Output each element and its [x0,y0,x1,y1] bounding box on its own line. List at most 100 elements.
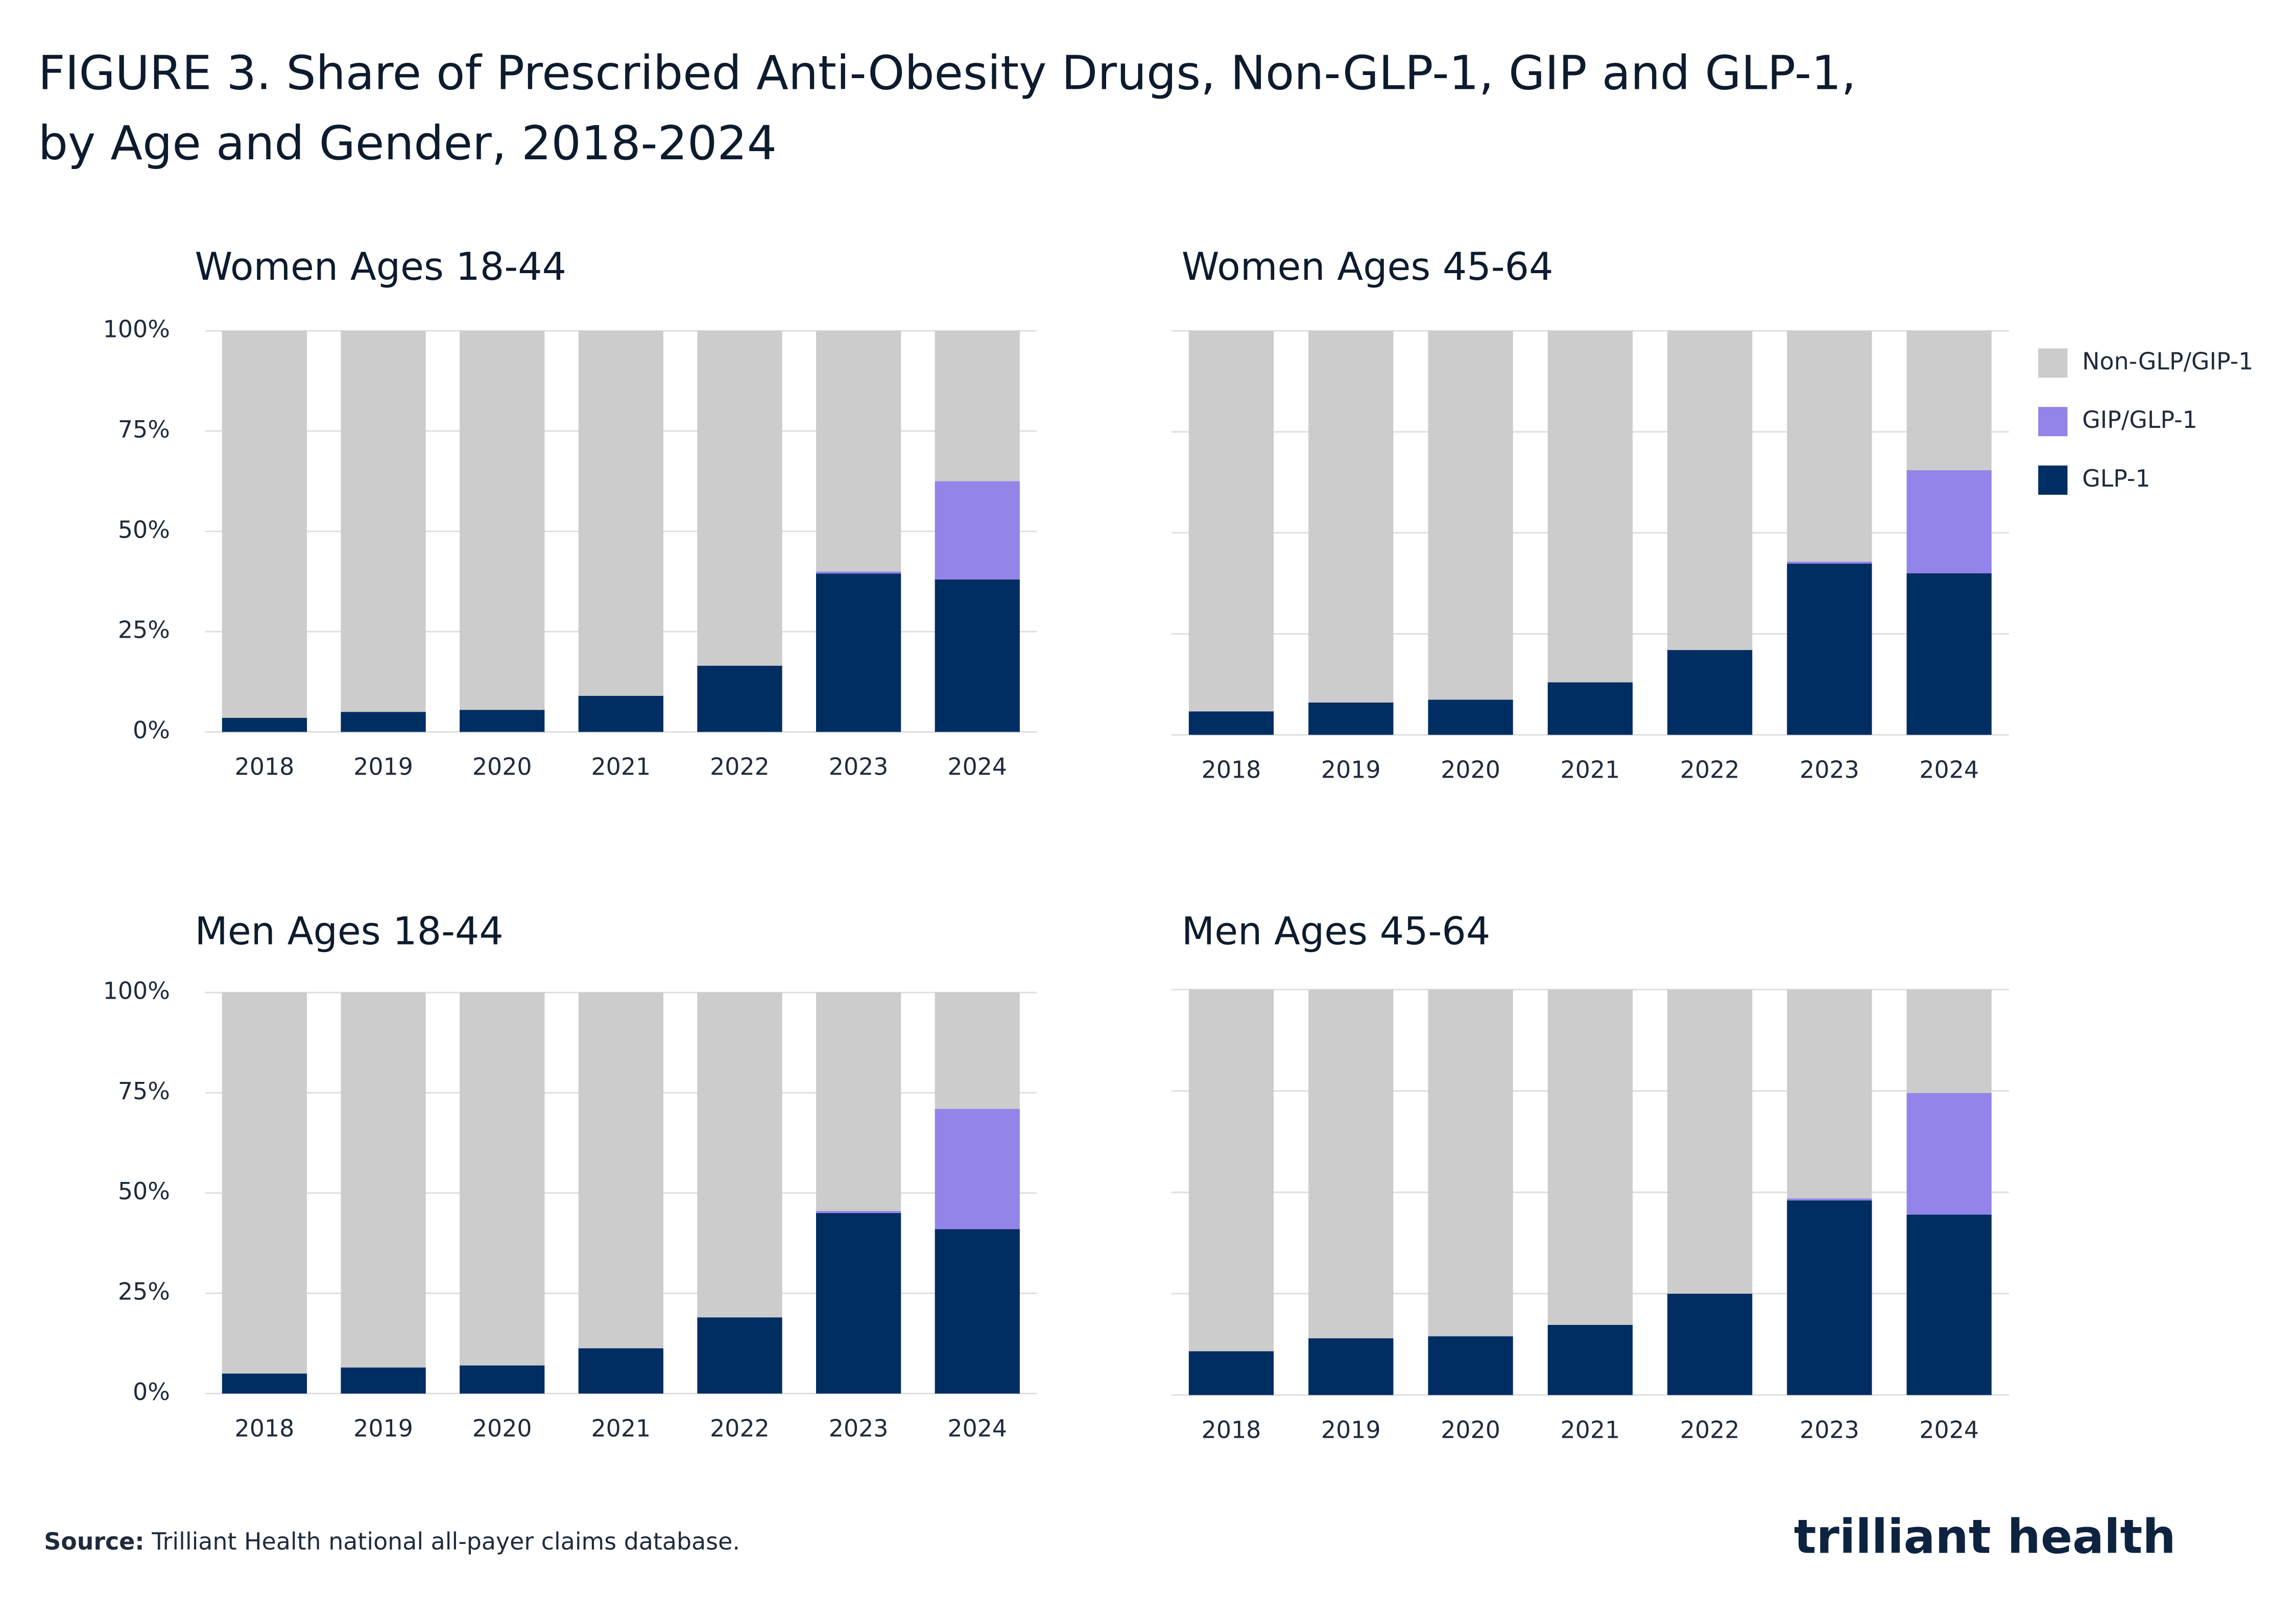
x-tick-label: 2022 [1680,1416,1740,1444]
bar-segment [1906,573,1992,735]
legend-label: GIP/GLP-1 [2082,406,2197,433]
bar-segment [1308,989,1394,1339]
bar-segment [1188,1351,1274,1395]
x-tick-label: 2024 [947,753,1007,781]
bar-segment [816,330,901,572]
figure-title: FIGURE 3. Share of Prescribed Anti-Obesi… [38,45,1856,100]
bar-segment [1787,1198,1872,1201]
x-tick-label: 2019 [353,1415,413,1442]
x-tick-label: 2022 [710,753,770,781]
y-tick-label: 50% [118,516,170,543]
bar-segment [1667,1293,1753,1395]
x-tick-label: 2020 [1441,756,1500,783]
bar-segment [1308,702,1394,735]
bar-segment [460,710,545,732]
source-label: Source: [44,1527,144,1555]
x-tick-label: 2022 [1680,756,1740,783]
x-tick-label: 2020 [1441,1416,1500,1444]
bar-segment [935,330,1020,481]
figure-title: by Age and Gender, 2018-2024 [38,116,777,171]
y-tick-label: 0% [133,1378,170,1406]
legend-label: Non-GLP/GIP-1 [2082,348,2253,375]
bar-segment [1308,330,1394,703]
x-tick-label: 2023 [1800,756,1859,783]
bar-segment [1428,989,1513,1337]
bar-segment [222,992,307,1374]
bar-segment [1667,989,1753,1294]
bar-segment [578,1348,663,1394]
bar-segment [1906,1093,1992,1215]
bar-segment [935,1108,1020,1229]
bar-segment [341,1367,426,1394]
x-tick-label: 2022 [710,1415,770,1442]
bar-segment [935,1229,1020,1394]
x-tick-label: 2024 [947,1415,1007,1442]
bar-segment [935,992,1020,1109]
panel-title: Men Ages 45-64 [1182,909,1490,954]
bar-segment [460,330,545,710]
x-tick-label: 2021 [591,753,651,781]
y-tick-label: 75% [118,1077,170,1105]
bar-segment [460,1365,545,1394]
logo: trilliant health [1794,1510,2176,1564]
bar-segment [1547,1324,1633,1395]
panel-title: Women Ages 45-64 [1182,245,1553,289]
bar-segment [697,665,782,732]
bar-segment [1308,1338,1394,1395]
legend-swatch [2038,465,2068,495]
x-tick-label: 2024 [1919,756,1979,783]
bar-segment [816,1213,901,1394]
bar-segment [578,992,663,1348]
bar-segment [1188,330,1274,712]
bar-segment [1906,330,1992,470]
bar-segment [222,1373,307,1394]
x-tick-label: 2018 [1202,756,1261,783]
x-tick-label: 2021 [591,1415,651,1442]
bar-segment [935,481,1020,580]
bar-segment [578,695,663,732]
x-tick-label: 2023 [829,1415,889,1442]
y-tick-label: 75% [118,416,170,443]
bar-segment [697,330,782,666]
bar-segment [1547,989,1633,1325]
bar-segment [1906,1214,1992,1395]
bar-segment [816,571,901,574]
y-tick-label: 100% [103,977,170,1004]
bar-segment [697,992,782,1318]
x-tick-label: 2020 [472,1415,532,1442]
x-tick-label: 2021 [1561,1416,1620,1444]
y-tick-label: 100% [103,315,170,343]
bar-segment [1547,330,1633,683]
x-tick-label: 2019 [1321,1416,1381,1444]
bar-segment [1906,470,1992,573]
x-tick-label: 2019 [353,753,413,781]
bar-segment [341,330,426,712]
bar-segment [816,1211,901,1213]
y-tick-label: 0% [133,716,170,744]
bar-segment [1428,330,1513,700]
x-tick-label: 2024 [1919,1416,1979,1444]
bar-segment [222,330,307,718]
bar-segment [1667,330,1753,650]
source: Source: Trilliant Health national all-pa… [44,1527,740,1555]
x-tick-label: 2023 [829,753,889,781]
bar-segment [1787,563,1872,735]
bar-segment [460,992,545,1366]
bar-segment [1787,989,1872,1199]
bar-segment [1787,561,1872,564]
x-tick-label: 2018 [1202,1416,1261,1444]
bar-segment [341,992,426,1368]
x-tick-label: 2020 [472,753,532,781]
x-tick-label: 2023 [1800,1416,1859,1444]
panel-title: Women Ages 18-44 [195,245,567,289]
bar-segment [935,579,1020,732]
x-tick-label: 2021 [1561,756,1620,783]
bar-segment [341,712,426,732]
legend-swatch [2038,348,2068,378]
panel-title: Men Ages 18-44 [195,909,504,954]
y-tick-label: 25% [118,1278,170,1306]
x-tick-label: 2019 [1321,756,1381,783]
bar-segment [1428,1336,1513,1395]
source-text: Trilliant Health national all-payer clai… [145,1527,740,1555]
